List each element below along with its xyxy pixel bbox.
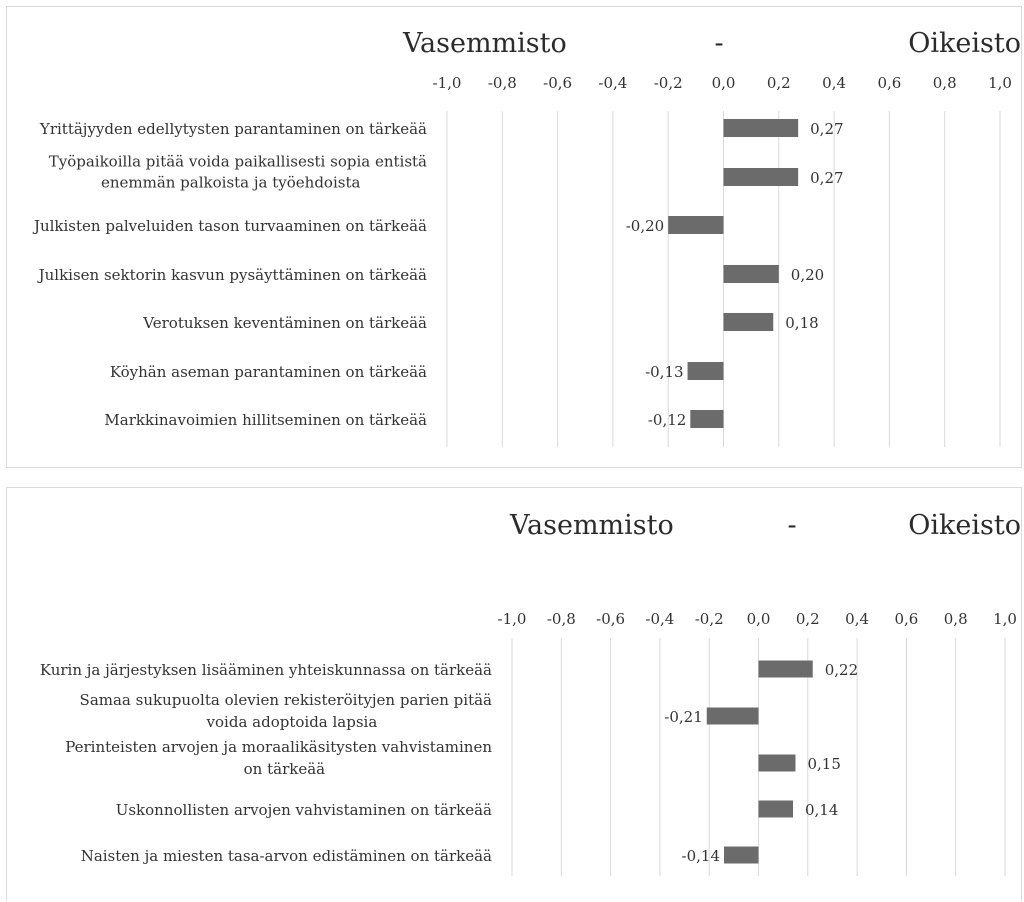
x-tick-label: -0,2 — [695, 610, 724, 628]
x-tick-label: 0,6 — [877, 74, 901, 92]
bar — [723, 846, 759, 864]
bar — [758, 800, 794, 818]
category-label: Naisten ja miesten tasa-arvon edistämine… — [81, 847, 492, 865]
bar — [758, 754, 796, 772]
x-tick-label: -0,2 — [654, 74, 683, 92]
value-label: 0,15 — [807, 755, 840, 773]
x-tick-label: 0,8 — [933, 74, 957, 92]
header-middle-label: - — [714, 28, 723, 59]
category-label: Markkinavoimien hillitseminen on tärkeää — [104, 411, 427, 429]
category-label: voida adoptoida lapsia — [206, 713, 378, 731]
bar — [758, 660, 813, 678]
value-label: -0,20 — [626, 217, 664, 235]
bar — [723, 119, 799, 137]
x-tick-label: 1,0 — [988, 74, 1012, 92]
value-label: 0,18 — [785, 314, 818, 332]
header-right-label: Oikeisto — [908, 510, 1021, 541]
x-tick-label: 1,0 — [993, 610, 1017, 628]
header-right-label: Oikeisto — [908, 28, 1021, 59]
category-label: Perinteisten arvojen ja moraalikäsityste… — [65, 738, 492, 756]
value-label: -0,14 — [682, 847, 720, 865]
bar — [723, 313, 774, 331]
x-tick-label: 0,2 — [796, 610, 820, 628]
value-label: -0,12 — [648, 411, 686, 429]
value-label: 0,27 — [810, 120, 843, 138]
x-tick-label: 0,4 — [845, 610, 869, 628]
x-tick-label: -0,4 — [598, 74, 627, 92]
header-left-label: Vasemmisto — [402, 28, 567, 59]
x-tick-label: -0,6 — [596, 610, 625, 628]
x-tick-label: 0,0 — [712, 74, 736, 92]
bar — [723, 265, 779, 283]
header-left-label: Vasemmisto — [509, 510, 674, 541]
x-tick-label: -1,0 — [433, 74, 462, 92]
chart-panel-values: Vasemmisto - Oikeisto -1,0 -0,8 -0,6 -0,4 -0,2 0… — [6, 487, 1022, 901]
x-tick-label: 0,0 — [747, 610, 771, 628]
x-tick-label: -0,6 — [543, 74, 572, 92]
header-middle-label: - — [787, 510, 796, 541]
x-tick-label: -0,8 — [547, 610, 576, 628]
value-label: 0,22 — [825, 661, 858, 679]
chart-panel-economic: Vasemmisto - Oikeisto -1,0 -0,8 -0,6 -0,4 -0,2 0… — [6, 6, 1022, 468]
category-label: Julkisten palveluiden tason turvaaminen … — [32, 217, 427, 235]
x-tick-label: 0,8 — [944, 610, 968, 628]
value-label: 0,14 — [805, 801, 838, 819]
value-label: -0,13 — [645, 363, 683, 381]
category-label: Yrittäjyyden edellytysten parantaminen o… — [39, 120, 427, 138]
x-tick-label: 0,4 — [822, 74, 846, 92]
bar — [723, 168, 799, 186]
x-tick-label: -0,8 — [488, 74, 517, 92]
x-tick-label: -0,4 — [645, 610, 674, 628]
x-tick-label: 0,2 — [767, 74, 791, 92]
category-label: Samaa sukupuolta olevien rekisteröityjen… — [80, 691, 492, 709]
bar — [690, 410, 724, 428]
category-label: Kurin ja järjestyksen lisääminen yhteisk… — [40, 661, 492, 679]
category-label: Verotuksen keventäminen on tärkeää — [142, 314, 427, 332]
category-label: Työpaikoilla pitää voida paikallisesti s… — [49, 153, 427, 171]
value-label: -0,21 — [664, 708, 702, 726]
category-label: on tärkeää — [244, 760, 326, 778]
bar — [687, 362, 724, 380]
category-label: Uskonnollisten arvojen vahvistaminen on … — [116, 801, 492, 819]
value-label: 0,20 — [791, 266, 824, 284]
category-label: enemmän palkoista ja työehdoista — [101, 174, 361, 192]
x-tick-label: 0,6 — [894, 610, 918, 628]
category-label: Köyhän aseman parantaminen on tärkeää — [110, 363, 427, 381]
bar — [706, 707, 759, 725]
value-label: 0,27 — [810, 169, 843, 187]
chart-values: Vasemmisto - Oikeisto -1,0 -0,8 -0,6 -0,4 -0,2 0… — [40, 510, 1021, 876]
bar — [668, 216, 724, 234]
chart-economic: Vasemmisto - Oikeisto-1,0 -0,8 -0,6 -0,4 -0,2 0… — [32, 28, 1021, 447]
category-label: Julkisen sektorin kasvun pysäyttäminen o… — [37, 266, 427, 284]
x-tick-label: -1,0 — [498, 610, 527, 628]
